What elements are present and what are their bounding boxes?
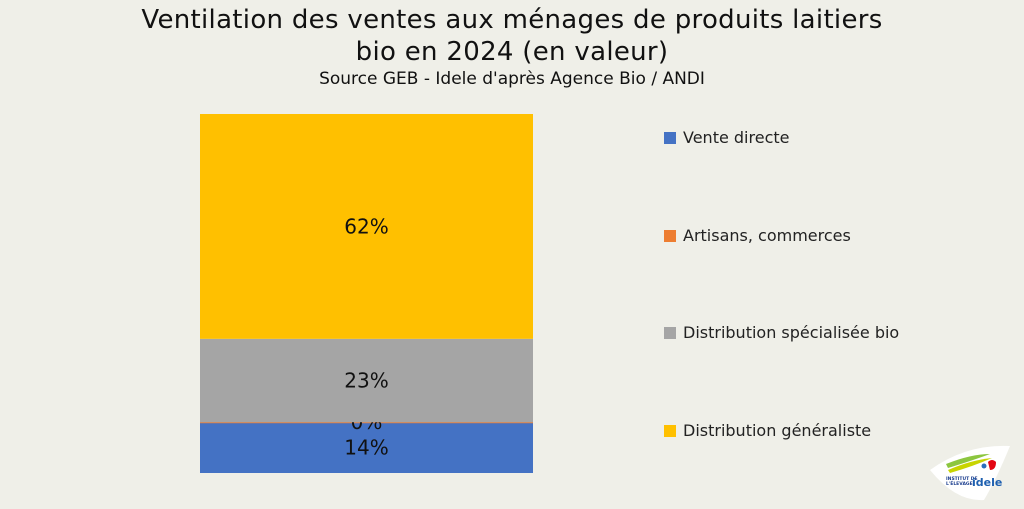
chart-subtitle: Source GEB - Idele d'après Agence Bio / … <box>319 69 705 89</box>
title-line-2: bio en 2024 (en valeur) <box>355 37 669 67</box>
legend-swatch <box>664 326 676 339</box>
legend-label: Distribution généraliste <box>683 421 872 440</box>
bar-segment-2 <box>200 338 533 423</box>
svg-text:INSTITUT DE: INSTITUT DE <box>946 476 978 482</box>
legend-item-2: Distribution spécialisée bio <box>664 323 899 342</box>
legend-swatch <box>664 131 676 144</box>
legend-item-3: Distribution généraliste <box>664 421 871 440</box>
chart-title: Ventilation des ventes aux ménages de pr… <box>0 4 1024 68</box>
legend-item-0: Vente directe <box>664 128 789 147</box>
legend-swatch <box>664 424 676 437</box>
legend-swatch <box>664 229 676 242</box>
bar-segment-0 <box>200 422 533 473</box>
title-line-1: Ventilation des ventes aux ménages de pr… <box>141 5 883 35</box>
bar-segment-3 <box>200 114 533 339</box>
bar-segment-1 <box>200 422 533 424</box>
svg-text:idele: idele <box>972 476 1002 489</box>
legend-label: Distribution spécialisée bio <box>683 323 900 342</box>
svg-text:L'ÉLEVAGE: L'ÉLEVAGE <box>946 479 973 487</box>
data-label-3: 62% <box>344 214 388 238</box>
idele-logo: INSTITUT DE L'ÉLEVAGE idele <box>930 445 1010 501</box>
legend-label: Artisans, commerces <box>683 226 851 245</box>
data-label-2: 23% <box>344 369 388 393</box>
legend-item-1: Artisans, commerces <box>664 226 851 245</box>
data-label-0: 14% <box>344 436 388 460</box>
legend-label: Vente directe <box>683 128 790 147</box>
